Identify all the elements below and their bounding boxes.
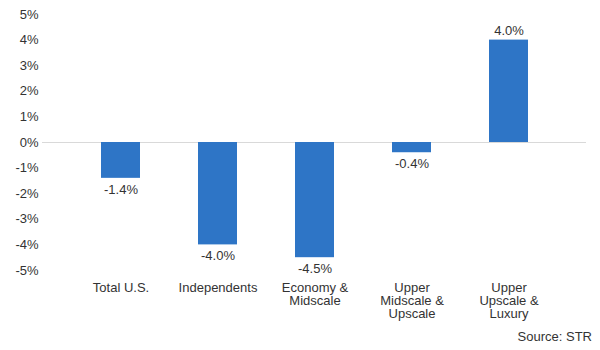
svg-text:-4.5%: -4.5% <box>298 261 332 276</box>
svg-text:-3%: -3% <box>15 211 39 226</box>
svg-text:1%: 1% <box>20 109 39 124</box>
svg-text:-1.4%: -1.4% <box>104 182 138 197</box>
svg-text:Independents: Independents <box>179 280 258 295</box>
svg-text:Economy &Midscale: Economy &Midscale <box>282 280 349 308</box>
svg-text:Total U.S.: Total U.S. <box>93 280 149 295</box>
svg-text:UpperMidscale &Upscale: UpperMidscale &Upscale <box>380 280 444 321</box>
svg-text:0%: 0% <box>20 135 39 150</box>
svg-text:3%: 3% <box>20 58 39 73</box>
svg-text:-2%: -2% <box>15 186 39 201</box>
svg-text:4.0%: 4.0% <box>494 23 524 38</box>
svg-text:-1%: -1% <box>15 160 39 175</box>
svg-text:-5%: -5% <box>15 263 39 278</box>
svg-text:UpperUpscale &Luxury: UpperUpscale &Luxury <box>479 280 539 321</box>
svg-text:2%: 2% <box>20 83 39 98</box>
svg-text:-0.4%: -0.4% <box>395 156 429 171</box>
svg-text:-4%: -4% <box>15 237 39 252</box>
svg-text:4%: 4% <box>20 32 39 47</box>
svg-text:-4.0%: -4.0% <box>201 248 235 263</box>
svg-text:5%: 5% <box>20 7 39 22</box>
html-text:Source: STR: Source: STR <box>517 329 592 344</box>
